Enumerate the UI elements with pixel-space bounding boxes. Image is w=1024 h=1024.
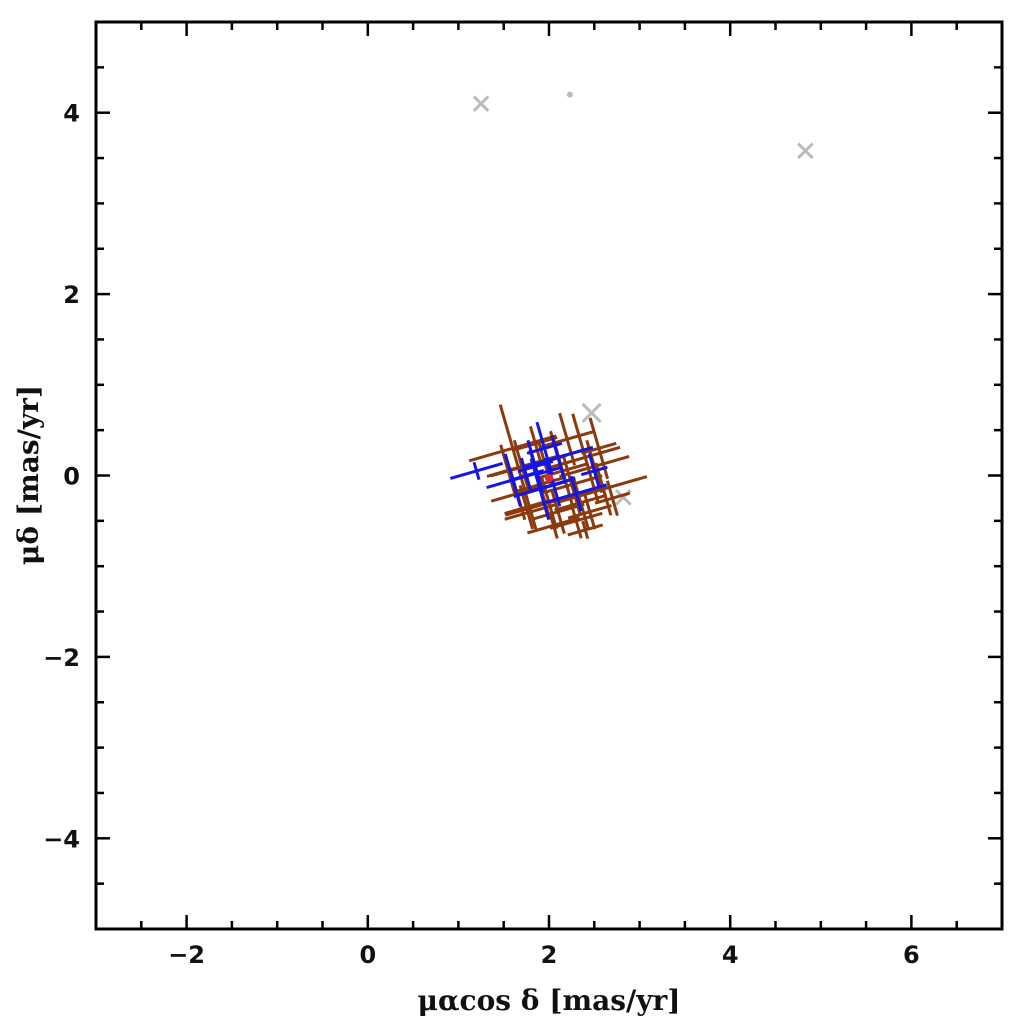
members-point xyxy=(540,412,594,466)
members-point xyxy=(594,480,631,517)
plot-frame xyxy=(94,20,1004,931)
x-tick-label: 6 xyxy=(903,941,920,969)
blue-member-stars-layer xyxy=(449,421,608,521)
field-point xyxy=(797,142,814,160)
members-point xyxy=(504,493,558,530)
members-point xyxy=(490,444,527,498)
y-tick-label: −2 xyxy=(43,644,80,672)
cluster-center-layer xyxy=(545,474,553,483)
members-point xyxy=(513,425,558,462)
field-stars-layer xyxy=(472,91,814,506)
y-tick-label: 4 xyxy=(63,100,80,128)
blue_members-point xyxy=(545,475,608,512)
field-point xyxy=(581,402,602,424)
x-axis-label: μαcos δ [mas/yr] xyxy=(418,984,681,1017)
x-tick-label: 4 xyxy=(722,941,739,969)
blue_members-point xyxy=(580,453,608,489)
blue_members-point xyxy=(508,457,545,494)
x-tick-label: 2 xyxy=(541,941,558,969)
members-point xyxy=(526,511,581,539)
y-tick-label: −4 xyxy=(43,825,80,853)
blue_members-point xyxy=(449,461,504,481)
members-point xyxy=(531,489,585,534)
tick-labels: −2 0 2 4 6 −4 −2 0 2 4 xyxy=(43,100,920,969)
y-axis-label: μδ [mas/yr] xyxy=(12,385,45,565)
x-tick-label: 0 xyxy=(359,941,376,969)
field-point xyxy=(566,91,573,98)
cluster-center-marker xyxy=(545,474,553,483)
member-stars-layer xyxy=(468,404,648,540)
members-point xyxy=(554,476,608,530)
members-point xyxy=(567,493,612,530)
y-tick-label: 0 xyxy=(63,463,80,491)
field-point xyxy=(472,95,490,112)
members-point xyxy=(567,520,604,540)
x-tick-label: −2 xyxy=(168,941,205,969)
y-tick-label: 2 xyxy=(63,281,80,309)
